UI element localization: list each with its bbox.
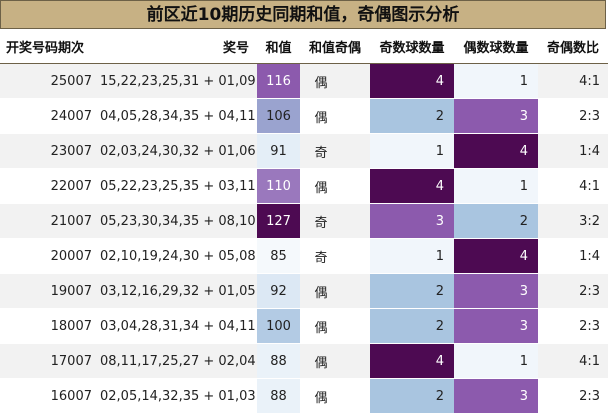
header-row: 开奖号码期次 奖号 和值 和值奇偶 奇数球数量 偶数球数量 奇偶数比 (0, 29, 608, 64)
table-row: 25007 15,22,23,25,31 + 01,09 116 偶 4 1 4:1 (0, 63, 608, 99)
cell-odd-count: 4 (370, 343, 454, 379)
cell-even-count: 1 (454, 63, 538, 99)
cell-sum: 85 (257, 238, 300, 274)
cell-numbers: 03,04,28,31,34 + 04,11 (100, 308, 257, 344)
cell-ratio: 1:4 (538, 238, 608, 274)
header-ratio: 奇偶数比 (538, 29, 608, 64)
cell-period: 23007 (0, 133, 100, 169)
header-even-count: 偶数球数量 (454, 29, 538, 64)
table-row: 16007 02,05,14,32,35 + 01,03 88 偶 2 3 2:3 (0, 378, 608, 414)
cell-ratio: 2:3 (538, 378, 608, 414)
cell-odd-count: 1 (370, 133, 454, 169)
cell-even-count: 3 (454, 308, 538, 344)
cell-sum-parity: 偶 (300, 273, 370, 309)
cell-sum-parity: 奇 (300, 203, 370, 239)
cell-period: 20007 (0, 238, 100, 274)
cell-even-count: 4 (454, 238, 538, 274)
header-sum: 和值 (257, 29, 300, 64)
cell-odd-count: 4 (370, 63, 454, 99)
cell-sum: 127 (257, 203, 300, 239)
cell-odd-count: 3 (370, 203, 454, 239)
cell-sum-parity: 偶 (300, 168, 370, 204)
cell-ratio: 4:1 (538, 343, 608, 379)
cell-odd-count: 2 (370, 308, 454, 344)
cell-even-count: 3 (454, 378, 538, 414)
cell-numbers: 04,05,28,34,35 + 04,11 (100, 98, 257, 134)
cell-sum: 116 (257, 63, 300, 99)
history-table: 开奖号码期次 奖号 和值 和值奇偶 奇数球数量 偶数球数量 奇偶数比 25007… (0, 29, 608, 414)
table-row: 22007 05,22,23,25,35 + 03,11 110 偶 4 1 4:1 (0, 168, 608, 204)
cell-sum-parity: 偶 (300, 98, 370, 134)
cell-sum: 92 (257, 273, 300, 309)
cell-odd-count: 1 (370, 238, 454, 274)
cell-period: 17007 (0, 343, 100, 379)
table-body: 25007 15,22,23,25,31 + 01,09 116 偶 4 1 4:1 2400… (0, 63, 608, 414)
cell-sum-parity: 偶 (300, 308, 370, 344)
cell-even-count: 2 (454, 203, 538, 239)
cell-sum-parity: 奇 (300, 133, 370, 169)
cell-sum-parity: 偶 (300, 378, 370, 414)
cell-numbers: 15,22,23,25,31 + 01,09 (100, 63, 257, 99)
cell-sum-parity: 偶 (300, 343, 370, 379)
page-title: 前区近10期历史同期和值，奇偶图示分析 (0, 0, 606, 29)
cell-sum: 91 (257, 133, 300, 169)
cell-period: 24007 (0, 98, 100, 134)
cell-odd-count: 2 (370, 98, 454, 134)
table-row: 17007 08,11,17,25,27 + 02,04 88 偶 4 1 4:1 (0, 343, 608, 379)
cell-numbers: 02,05,14,32,35 + 01,03 (100, 378, 257, 414)
table-row: 18007 03,04,28,31,34 + 04,11 100 偶 2 3 2:3 (0, 308, 608, 344)
cell-odd-count: 2 (370, 273, 454, 309)
cell-ratio: 2:3 (538, 98, 608, 134)
cell-sum-parity: 奇 (300, 238, 370, 274)
cell-odd-count: 4 (370, 168, 454, 204)
header-sum-parity: 和值奇偶 (300, 29, 370, 64)
cell-sum: 88 (257, 378, 300, 414)
cell-period: 18007 (0, 308, 100, 344)
table-row: 23007 02,03,24,30,32 + 01,06 91 奇 1 4 1:4 (0, 133, 608, 169)
cell-period: 21007 (0, 203, 100, 239)
cell-period: 22007 (0, 168, 100, 204)
cell-ratio: 4:1 (538, 63, 608, 99)
header-numbers: 奖号 (100, 29, 257, 64)
cell-ratio: 4:1 (538, 168, 608, 204)
table-row: 21007 05,23,30,34,35 + 08,10 127 奇 3 2 3:2 (0, 203, 608, 239)
cell-ratio: 3:2 (538, 203, 608, 239)
cell-even-count: 3 (454, 273, 538, 309)
cell-numbers: 03,12,16,29,32 + 01,05 (100, 273, 257, 309)
cell-sum: 110 (257, 168, 300, 204)
cell-sum: 88 (257, 343, 300, 379)
cell-numbers: 08,11,17,25,27 + 02,04 (100, 343, 257, 379)
cell-numbers: 05,23,30,34,35 + 08,10 (100, 203, 257, 239)
cell-sum-parity: 偶 (300, 63, 370, 99)
cell-numbers: 02,03,24,30,32 + 01,06 (100, 133, 257, 169)
cell-ratio: 2:3 (538, 273, 608, 309)
table-row: 24007 04,05,28,34,35 + 04,11 106 偶 2 3 2:3 (0, 98, 608, 134)
table-row: 20007 02,10,19,24,30 + 05,08 85 奇 1 4 1:4 (0, 238, 608, 274)
cell-odd-count: 2 (370, 378, 454, 414)
cell-ratio: 2:3 (538, 308, 608, 344)
cell-ratio: 1:4 (538, 133, 608, 169)
cell-sum: 100 (257, 308, 300, 344)
cell-period: 16007 (0, 378, 100, 414)
cell-period: 25007 (0, 63, 100, 99)
cell-numbers: 05,22,23,25,35 + 03,11 (100, 168, 257, 204)
cell-sum: 106 (257, 98, 300, 134)
cell-even-count: 4 (454, 133, 538, 169)
cell-period: 19007 (0, 273, 100, 309)
cell-even-count: 1 (454, 168, 538, 204)
header-odd-count: 奇数球数量 (370, 29, 454, 64)
cell-even-count: 1 (454, 343, 538, 379)
cell-even-count: 3 (454, 98, 538, 134)
table-row: 19007 03,12,16,29,32 + 01,05 92 偶 2 3 2:3 (0, 273, 608, 309)
cell-numbers: 02,10,19,24,30 + 05,08 (100, 238, 257, 274)
header-period: 开奖号码期次 (0, 29, 100, 64)
